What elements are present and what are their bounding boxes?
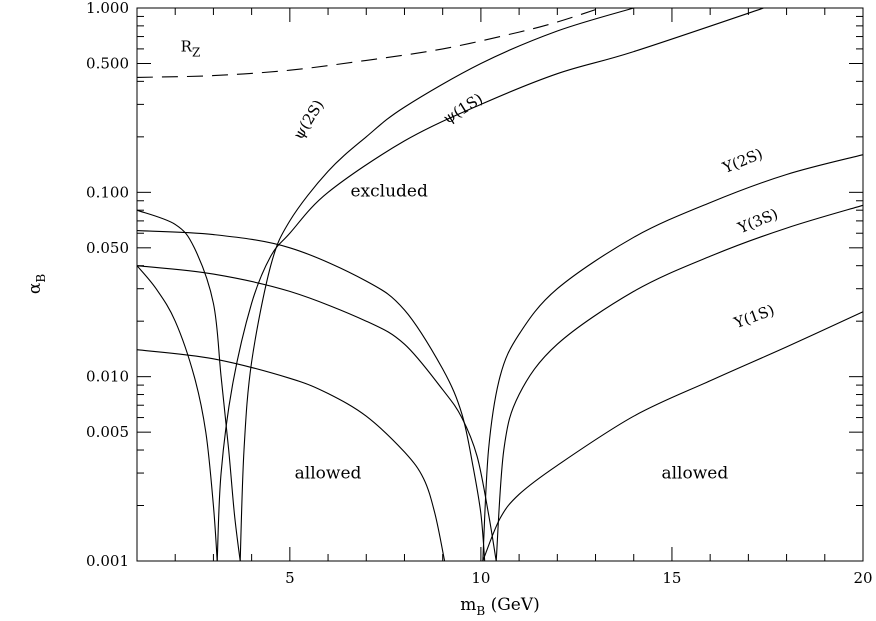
y-tick-label: 0.050 — [86, 239, 129, 257]
region-label: allowed — [661, 464, 728, 484]
series-line — [136, 230, 486, 562]
y-tick-label: 0.500 — [86, 54, 129, 72]
annotation-layer: RZψ(2S) ψ(1S)Υ(2S)Υ(3S)Υ(1S) — [181, 38, 781, 333]
curve-annotation: ψ(2S) — [289, 96, 327, 142]
y-tick-label: 0.010 — [86, 368, 129, 386]
y-tick-label: 0.005 — [86, 423, 129, 441]
region-label: excluded — [350, 181, 427, 201]
series-line — [239, 7, 634, 562]
curve-annotation: Υ(2S) — [719, 145, 765, 178]
series-line — [136, 265, 218, 562]
series-line — [482, 154, 864, 562]
series-line — [482, 311, 864, 562]
series-layer — [136, 7, 864, 562]
y-tick-label: 1.000 — [86, 0, 129, 17]
series-line — [136, 9, 596, 78]
region-layer: excluded allowed allowed — [295, 181, 729, 483]
tick-labels: 5 10 15 20 0.001 0.005 0.010 0.050 0.100 0.500 1.0… — [86, 0, 873, 587]
series-line — [136, 265, 497, 562]
axis-ticks — [137, 7, 863, 562]
y-axis-label: αB — [25, 274, 48, 294]
x-tick-label: 5 — [285, 569, 295, 587]
series-line — [136, 349, 446, 562]
plot-frame — [136, 7, 864, 562]
x-tick-label: 10 — [471, 569, 490, 587]
series-line — [216, 7, 764, 562]
x-tick-label: 20 — [853, 569, 872, 587]
curve-annotation: RZ — [181, 38, 201, 60]
y-tick-label: 0.001 — [86, 552, 129, 570]
x-axis-label: mB (GeV) — [460, 595, 540, 618]
curve-annotation: Υ(1S) — [731, 301, 777, 332]
series-line — [136, 209, 241, 562]
x-tick-label: 15 — [662, 569, 681, 587]
series-line — [495, 204, 864, 562]
y-tick-label: 0.100 — [86, 183, 129, 201]
region-label: allowed — [295, 464, 362, 484]
curve-annotation: ψ(1S) — [440, 89, 486, 127]
